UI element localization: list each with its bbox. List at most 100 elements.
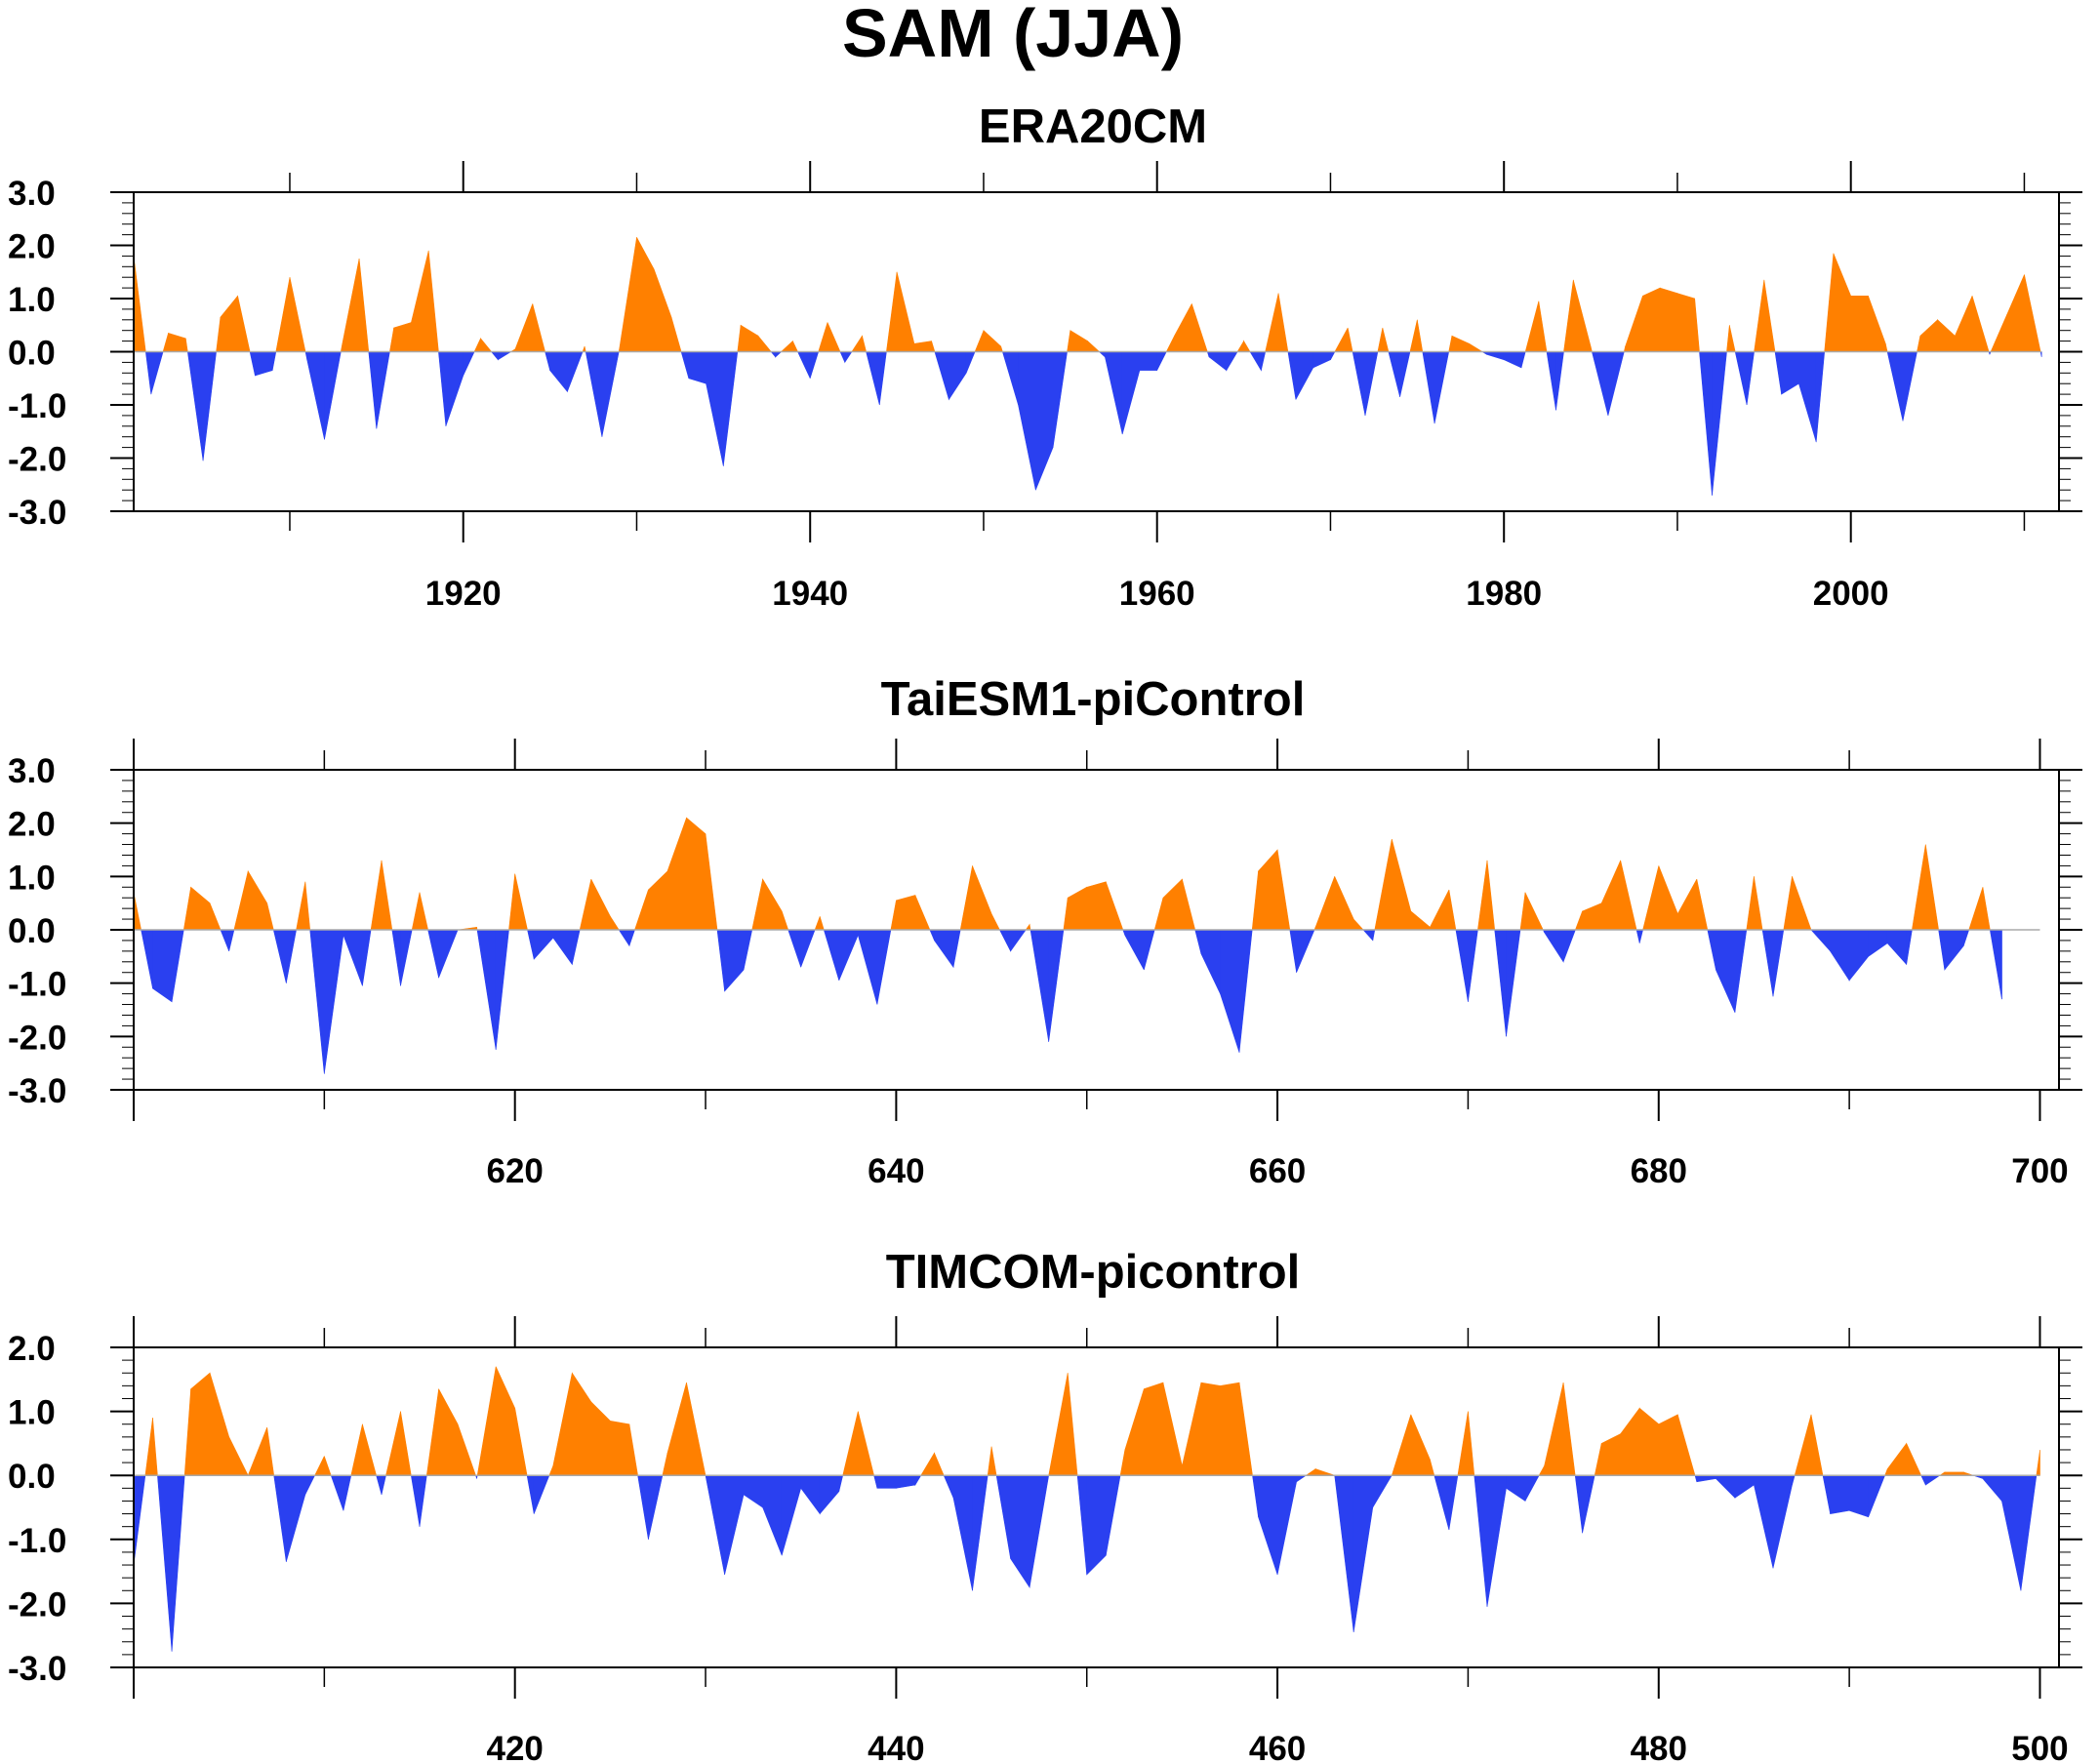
negative-area [601, 351, 620, 437]
positive-area [1391, 1414, 1412, 1476]
positive-area [209, 902, 222, 931]
negative-area [857, 929, 878, 1005]
y-tick-label: 1.0 [8, 859, 56, 897]
negative-area [800, 929, 816, 968]
negative-area [343, 929, 363, 986]
negative-area [1029, 1474, 1050, 1588]
figure-title: SAM (JJA) [842, 0, 1184, 71]
negative-area [1144, 929, 1155, 971]
x-tick-label: 1920 [425, 575, 502, 613]
positive-area [1410, 1414, 1431, 1476]
negative-area [445, 351, 464, 426]
x-tick-label: 640 [868, 1152, 924, 1190]
negative-area [1486, 351, 1505, 361]
x-tick-label: 440 [868, 1730, 924, 1764]
positive-area [1477, 860, 1488, 931]
positive-area [1238, 1383, 1253, 1476]
negative-area [476, 929, 497, 1051]
negative-area [838, 929, 859, 982]
negative-area [839, 351, 846, 363]
positive-area [737, 325, 742, 352]
y-tick-label: -3.0 [8, 1650, 66, 1688]
positive-area [666, 818, 687, 931]
positive-area [1754, 876, 1763, 931]
positive-area [1374, 839, 1393, 931]
x-tick-label: 620 [486, 1152, 543, 1190]
negative-area [1388, 351, 1400, 397]
negative-area [1524, 1474, 1540, 1502]
positive-area [762, 878, 783, 931]
negative-area [1592, 351, 1609, 416]
positive-area [1726, 325, 1730, 352]
panel-taiesm1-picontrol: TaiESM1-piControl -3.0 -2.0 -1.0 0.0 1.0 2.0 3… [8, 673, 2082, 1190]
positive-area [508, 873, 516, 931]
positive-area [590, 878, 611, 931]
negative-area [144, 351, 152, 395]
positive-area [289, 277, 306, 352]
positive-area [427, 250, 439, 352]
negative-area [1520, 351, 1526, 368]
negative-area [533, 1474, 550, 1514]
positive-area [1457, 1411, 1469, 1476]
negative-area [343, 1474, 352, 1511]
negative-area [1362, 929, 1374, 942]
negative-area [1258, 1474, 1278, 1575]
positive-area [1182, 1383, 1202, 1476]
positive-area [476, 1366, 497, 1476]
negative-area [330, 1474, 344, 1511]
negative-area [1734, 1474, 1755, 1499]
positive-area [1783, 876, 1793, 931]
negative-area [549, 351, 568, 393]
positive-area [314, 1456, 325, 1476]
negative-area [914, 1474, 922, 1487]
positive-area [914, 895, 931, 931]
negative-area [304, 1474, 316, 1496]
negative-area [648, 1474, 664, 1540]
positive-area [370, 860, 383, 931]
positive-area [425, 1388, 439, 1476]
positive-area [1917, 336, 1921, 352]
positive-area [636, 237, 655, 352]
y-tick-label: 2.0 [8, 806, 56, 844]
positive-area [1191, 303, 1208, 352]
positive-area [896, 271, 915, 352]
positive-area [1469, 342, 1484, 352]
positive-area [757, 335, 772, 352]
positive-area [1220, 1382, 1240, 1476]
positive-area [1243, 340, 1251, 352]
positive-area [1677, 878, 1698, 931]
panel-era20cm: ERA20CM -3.0 -2.0 -1.0 0.0 1.0 2.0 3.0 1920 1940… [8, 100, 2082, 613]
negative-area [1200, 929, 1221, 994]
negative-area [1963, 929, 1970, 946]
negative-area [1156, 351, 1167, 371]
positive-area [990, 1446, 997, 1476]
negative-area [770, 351, 777, 358]
negative-area [1261, 351, 1267, 371]
positive-area [1625, 296, 1643, 352]
negative-area [1848, 1474, 1869, 1518]
x-tick-label: 1960 [1119, 575, 1195, 613]
negative-area [1448, 1474, 1459, 1531]
negative-area [368, 351, 378, 429]
negative-area [567, 351, 584, 392]
negative-area [1455, 929, 1469, 1002]
negative-area [1503, 351, 1522, 369]
positive-area [857, 1411, 874, 1476]
negative-area [1830, 929, 1850, 982]
positive-area [457, 1423, 476, 1476]
negative-area [1399, 351, 1411, 397]
positive-area [385, 1411, 401, 1476]
x-tick-label: 1940 [772, 575, 848, 613]
negative-area [271, 351, 277, 371]
positive-area [393, 322, 412, 352]
positive-area [168, 332, 186, 352]
positive-area [495, 1366, 516, 1476]
positive-area [1582, 902, 1602, 931]
negative-area [495, 929, 509, 1051]
negative-area [1696, 1474, 1716, 1483]
negative-area [934, 929, 954, 969]
panel-title: TIMCOM-picontrol [886, 1246, 1301, 1299]
positive-area [2024, 274, 2041, 352]
positive-area [1174, 303, 1192, 352]
positive-area [1314, 876, 1335, 931]
